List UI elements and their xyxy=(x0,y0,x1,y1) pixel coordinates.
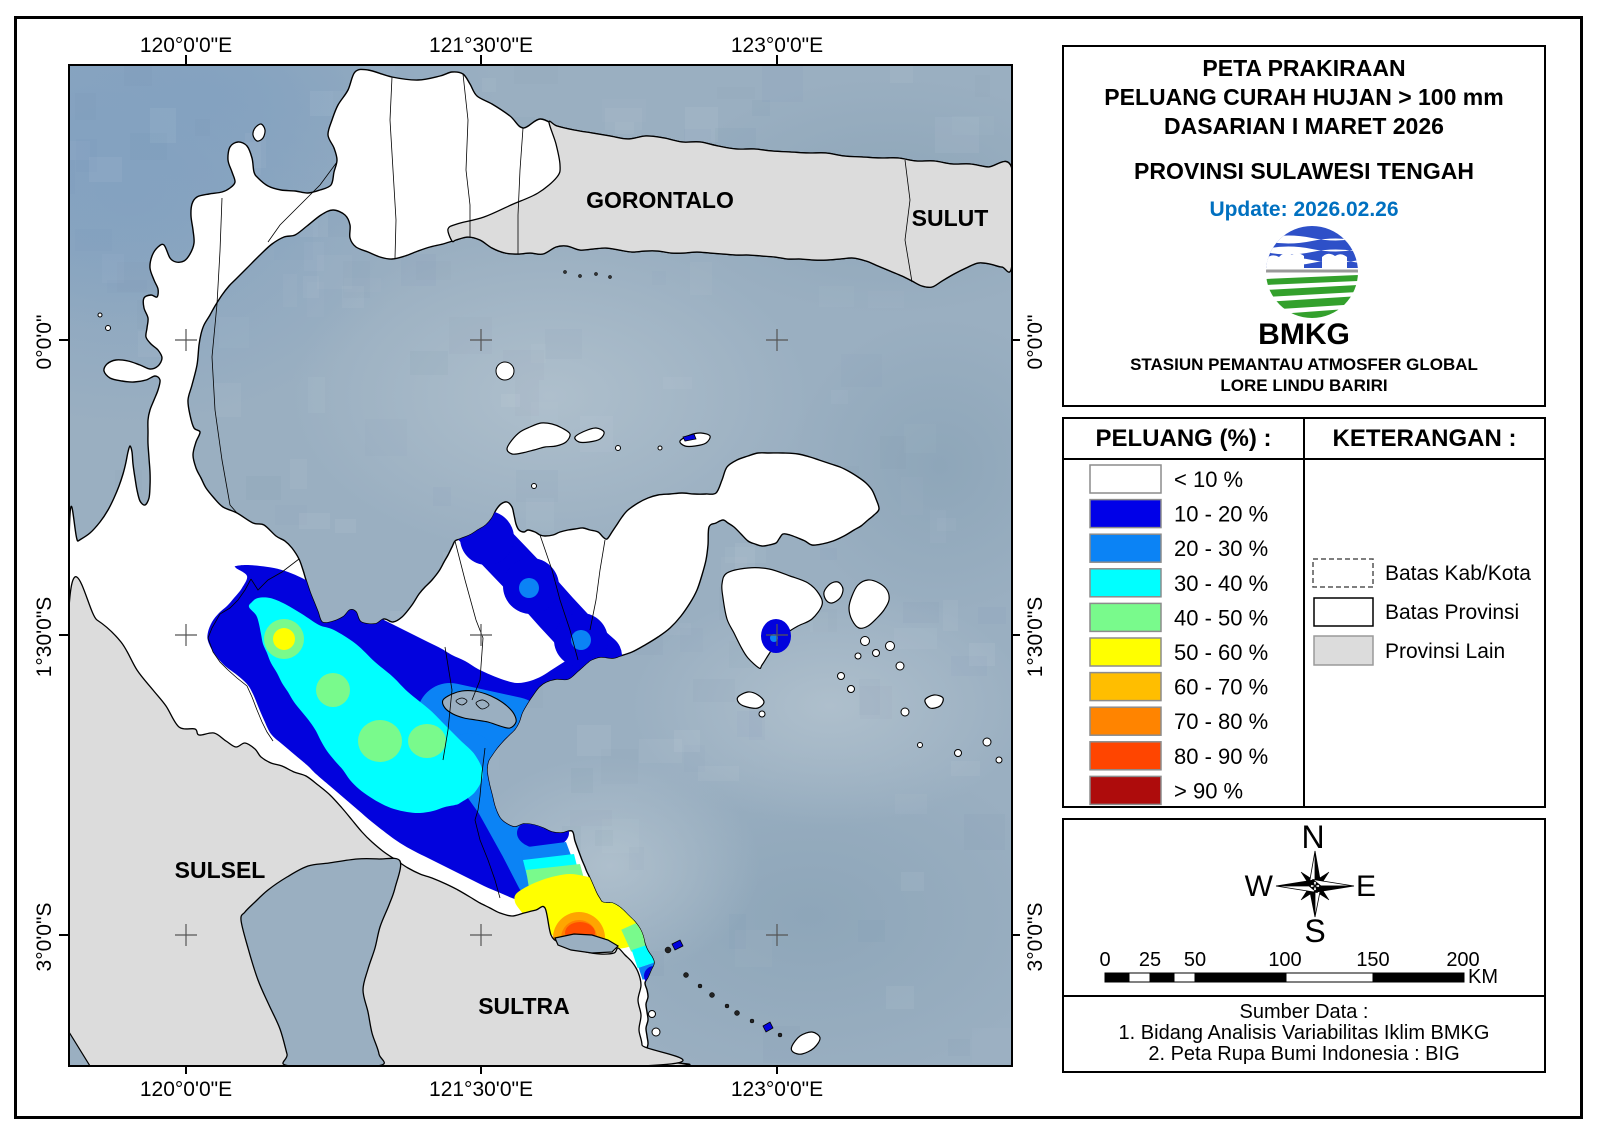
svg-text:< 10 %: < 10 % xyxy=(1174,467,1243,492)
svg-text:2. Peta Rupa Bumi Indonesia :: 2. Peta Rupa Bumi Indonesia : BIG xyxy=(1148,1043,1459,1065)
svg-text:SULSEL: SULSEL xyxy=(175,857,266,883)
svg-text:KM: KM xyxy=(1468,966,1498,988)
svg-text:30 - 40 %: 30 - 40 % xyxy=(1174,571,1268,596)
svg-text:W: W xyxy=(1245,870,1274,903)
svg-text:Provinsi Lain: Provinsi Lain xyxy=(1385,640,1505,663)
svg-text:1. Bidang Analisis Variabilita: 1. Bidang Analisis Variabilitas Iklim BM… xyxy=(1119,1022,1490,1044)
svg-text:200: 200 xyxy=(1446,949,1479,971)
svg-text:S: S xyxy=(1304,913,1325,949)
svg-text:E: E xyxy=(1356,870,1376,903)
svg-text:80 - 90 %: 80 - 90 % xyxy=(1174,744,1268,769)
svg-text:50: 50 xyxy=(1184,949,1206,971)
svg-text:Batas Provinsi: Batas Provinsi xyxy=(1385,601,1519,624)
svg-text:40 - 50 %: 40 - 50 % xyxy=(1174,605,1268,630)
svg-text:150: 150 xyxy=(1356,949,1389,971)
svg-text:20 - 30 %: 20 - 30 % xyxy=(1174,536,1268,561)
svg-text:10 - 20 %: 10 - 20 % xyxy=(1174,502,1268,527)
svg-text:GORONTALO: GORONTALO xyxy=(586,187,734,213)
svg-text:50 - 60 %: 50 - 60 % xyxy=(1174,640,1268,665)
svg-text:60 - 70 %: 60 - 70 % xyxy=(1174,675,1268,700)
svg-text:Batas Kab/Kota: Batas Kab/Kota xyxy=(1385,562,1531,585)
svg-text:100: 100 xyxy=(1268,949,1301,971)
svg-text:SULTRA: SULTRA xyxy=(478,993,570,1019)
svg-text:0: 0 xyxy=(1099,949,1110,971)
svg-text:25: 25 xyxy=(1139,949,1161,971)
svg-text:N: N xyxy=(1301,820,1324,855)
svg-text:> 90 %: > 90 % xyxy=(1174,778,1243,803)
svg-text:SULUT: SULUT xyxy=(912,205,989,231)
svg-text:Sumber Data :: Sumber Data : xyxy=(1240,1001,1369,1023)
svg-text:70 - 80 %: 70 - 80 % xyxy=(1174,709,1268,734)
